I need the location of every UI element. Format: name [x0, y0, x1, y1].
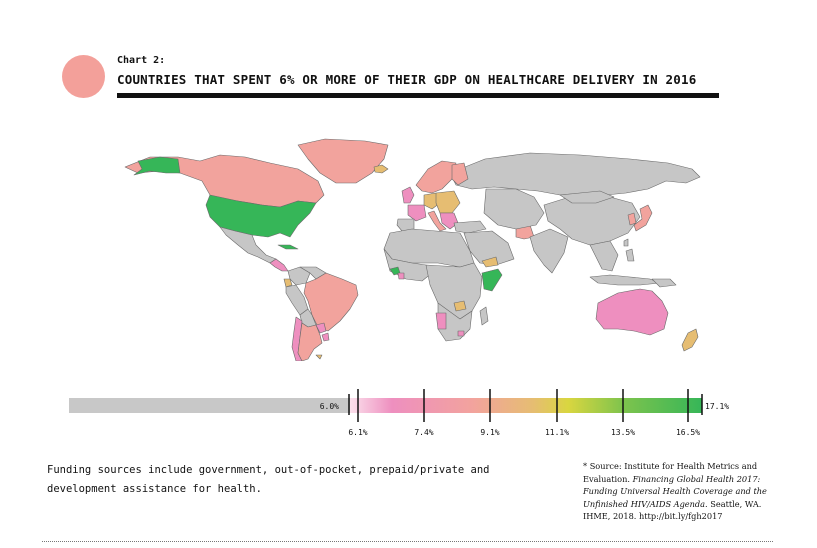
country-southeast-asia — [589, 240, 619, 272]
country-brazil — [303, 272, 359, 332]
country-iceland — [373, 164, 389, 174]
country-philippines — [625, 248, 635, 262]
country-korea — [627, 212, 637, 226]
country-liberia — [397, 272, 405, 280]
legend-min-label: 6.0% — [320, 402, 339, 411]
legend-gray-bar — [69, 398, 350, 413]
accent-circle-icon — [62, 55, 105, 98]
country-central-asia — [483, 188, 545, 230]
country-finland — [451, 162, 469, 186]
country-usa — [205, 194, 317, 238]
legend-tick-label: 6.1% — [348, 428, 367, 437]
country-new-zealand — [681, 328, 699, 352]
legend-tick-label: 16.5% — [676, 428, 700, 437]
country-scandinavia — [415, 160, 457, 194]
country-eastern-europe — [435, 190, 461, 214]
country-italy — [427, 210, 447, 232]
country-russia — [449, 152, 701, 196]
source-title: Financing Global Health 2017: Funding Un… — [583, 473, 767, 509]
country-australia — [595, 288, 669, 336]
legend-tick-label: 11.1% — [545, 428, 569, 437]
country-middle-east — [463, 230, 515, 266]
legend-tick-label: 13.5% — [611, 428, 635, 437]
country-png — [651, 278, 677, 288]
country-uk — [401, 186, 415, 204]
legend-tick-label: 7.4% — [414, 428, 433, 437]
country-balkans — [439, 212, 459, 230]
country-argentina — [297, 322, 323, 361]
country-uruguay — [321, 332, 330, 342]
legend-max-label: 17.1% — [705, 402, 729, 411]
country-taiwan — [623, 238, 629, 247]
chart-kicker: Chart 2: — [117, 55, 166, 66]
source-citation: * Source: Institute for Health Metrics a… — [583, 460, 773, 523]
country-namibia — [435, 312, 447, 330]
country-japan — [633, 204, 653, 232]
country-zambia — [453, 300, 467, 312]
country-alaska — [133, 156, 181, 176]
country-central-africa — [425, 262, 483, 320]
funding-note: Funding sources include government, out-… — [47, 464, 490, 495]
legend-tick-label: 9.1% — [480, 428, 499, 437]
country-madagascar — [479, 306, 489, 326]
country-mongolia — [559, 190, 615, 204]
source-prefix: * Source: Institute for Health Metrics a… — [583, 461, 758, 484]
country-horn-of-africa — [481, 268, 503, 292]
country-cuba — [277, 244, 299, 250]
country-greenland — [297, 138, 389, 184]
bottom-divider — [42, 541, 773, 542]
source-suffix: Seattle, WA. IHME, 2018. http://bit.ly/f… — [583, 498, 762, 522]
country-falklands — [315, 354, 323, 360]
country-france — [407, 204, 427, 222]
color-legend: 6.0% 17.1% 6.1% 7.4% 9.1% 11.1% 13.5% 16… — [69, 389, 729, 437]
world-map — [124, 138, 701, 361]
country-lesotho — [457, 330, 465, 337]
country-south-asia — [529, 228, 569, 274]
country-paraguay — [315, 322, 327, 334]
legend-gradient-bar — [350, 398, 702, 413]
title-rule — [117, 93, 719, 98]
country-yemen — [481, 256, 499, 268]
country-indonesia — [589, 274, 661, 286]
country-ecuador — [283, 278, 293, 288]
country-turkey — [453, 220, 487, 234]
chart-title: COUNTRIES THAT SPENT 6% OR MORE OF THEIR… — [117, 72, 697, 87]
